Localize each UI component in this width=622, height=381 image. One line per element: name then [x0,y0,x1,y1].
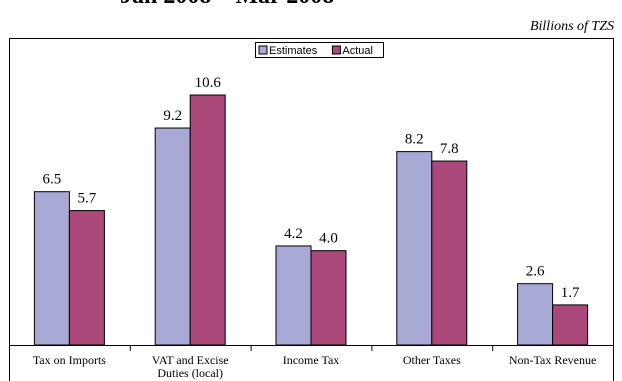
data-label: 9.2 [163,108,182,124]
data-label: 5.7 [78,191,97,207]
bar-estimates-2 [155,128,190,345]
bar-estimates-5 [518,284,553,345]
category-label: Duties (local) [157,366,223,380]
category-label: Other Taxes [403,353,461,367]
data-label: 1.7 [561,285,580,301]
data-label: 4.0 [319,231,338,247]
data-label: 6.5 [43,172,62,188]
data-label: 7.8 [440,141,459,157]
bar-estimates-4 [397,152,432,345]
bar-actual-3 [311,251,346,345]
legend-swatch-actual [332,46,340,54]
bar-actual-4 [432,161,467,345]
category-label: Income Tax [283,353,340,367]
data-label: 4.2 [284,226,303,242]
bar-actual-2 [190,95,225,345]
bar-estimates-3 [276,246,311,345]
bar-actual-1 [69,211,104,345]
legend-swatch-estimates [259,46,267,54]
category-label: Non-Tax Revenue [509,353,596,367]
data-label: 8.2 [405,132,424,148]
bar-actual-5 [553,305,588,345]
data-label: 10.6 [195,75,222,91]
legend-label: Actual [342,45,373,57]
category-label: VAT and Excise [152,353,229,367]
bar-estimates-1 [34,192,69,345]
data-label: 2.6 [526,264,545,280]
category-label: Tax on Imports [33,353,106,367]
legend-label: Estimates [269,45,318,57]
